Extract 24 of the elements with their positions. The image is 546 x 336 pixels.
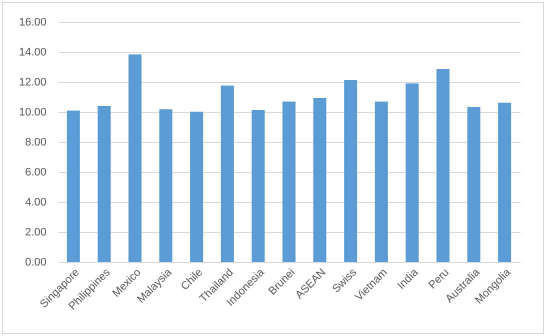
bar — [436, 68, 450, 262]
bar — [313, 98, 326, 262]
bar — [498, 102, 512, 262]
bar — [98, 106, 111, 262]
bar — [66, 110, 80, 262]
bar — [159, 109, 172, 262]
bar — [282, 102, 296, 262]
y-tick-label: 12.00 — [18, 76, 46, 88]
y-tick-label: 16.00 — [18, 16, 46, 28]
y-tick-label: 14.00 — [18, 46, 46, 58]
y-tick-label: 2.00 — [25, 226, 46, 238]
bar — [406, 83, 419, 262]
bar — [344, 80, 358, 262]
bar — [220, 86, 234, 262]
bar — [374, 102, 388, 262]
y-tick-label: 4.00 — [25, 196, 46, 208]
y-tick-label: 6.00 — [25, 166, 46, 178]
bar — [252, 110, 265, 262]
y-tick-label: 10.00 — [18, 106, 46, 118]
bar — [467, 107, 480, 262]
y-tick-label: 8.00 — [25, 136, 46, 148]
bar — [190, 112, 204, 262]
y-tick-label: 0.00 — [25, 256, 46, 268]
bar — [128, 54, 142, 262]
